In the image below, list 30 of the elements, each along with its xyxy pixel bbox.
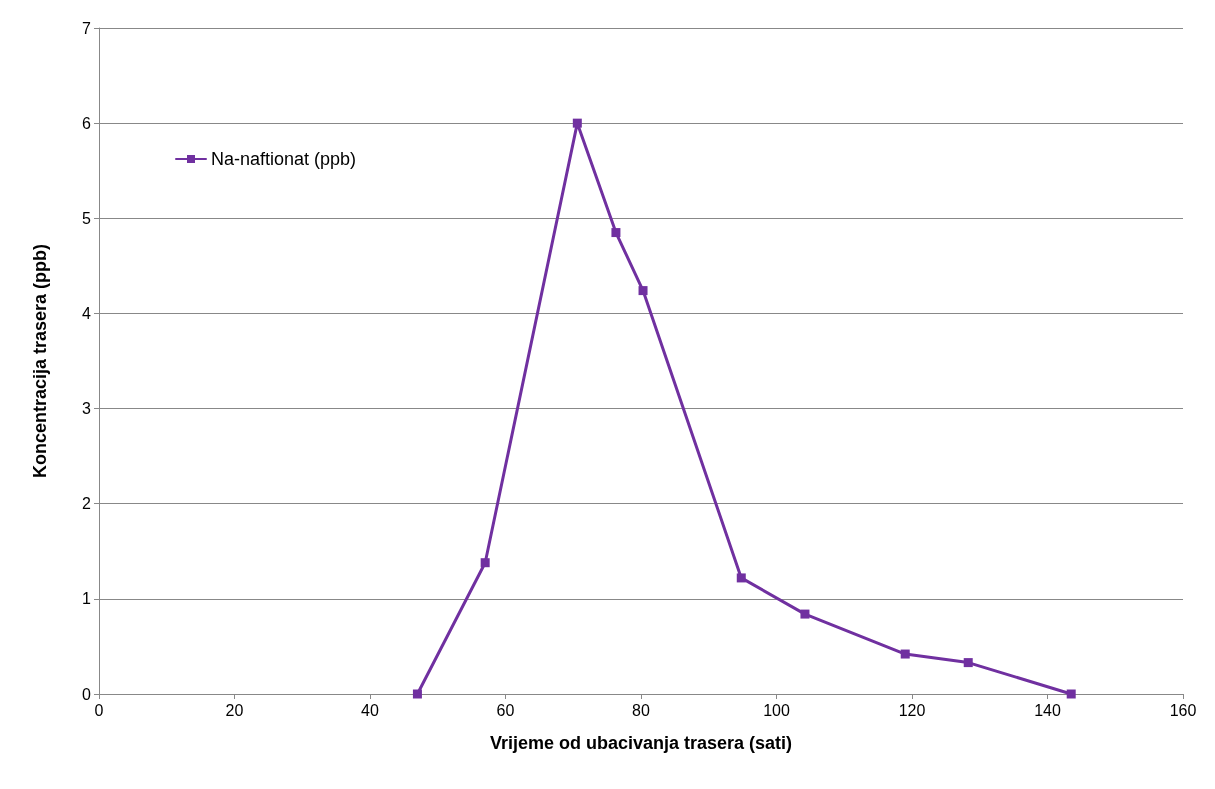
x-tick-label: 60 (496, 701, 515, 719)
point (800, 609, 810, 619)
point (412, 689, 422, 699)
point (900, 649, 910, 659)
y-tick-label: 1 (82, 590, 92, 608)
x-tick-label: 160 (1169, 701, 1197, 719)
y-tick-label: 2 (82, 495, 92, 513)
x-axis-title: Vrijeme od ubacivanja trasera (sati) (489, 733, 793, 753)
y-tick-label: 4 (82, 304, 92, 322)
x-tick-label: 0 (94, 701, 104, 719)
legend-label: Na-naftionat (ppb) (211, 149, 357, 169)
x-tick-label: 140 (1034, 701, 1061, 719)
point (1066, 689, 1076, 699)
y-tick-label: 3 (82, 400, 92, 418)
x-tick-label: 120 (898, 701, 926, 719)
point (611, 228, 621, 238)
y-tick-label: 0 (82, 685, 92, 703)
y-axis-title: Koncentracija trasera (ppb) (30, 243, 50, 479)
y-tick-label: 5 (82, 209, 92, 227)
point (480, 558, 490, 568)
point (572, 118, 582, 128)
x-tick-label: 40 (361, 701, 379, 719)
x-tick-label: 80 (632, 701, 650, 719)
x-tick-label: 100 (763, 701, 790, 719)
point (638, 286, 648, 296)
y-tick-label: 6 (82, 114, 92, 132)
point (963, 658, 973, 668)
y-tick-label: 7 (82, 19, 92, 37)
point (736, 573, 746, 583)
x-tick-label: 20 (225, 701, 244, 719)
